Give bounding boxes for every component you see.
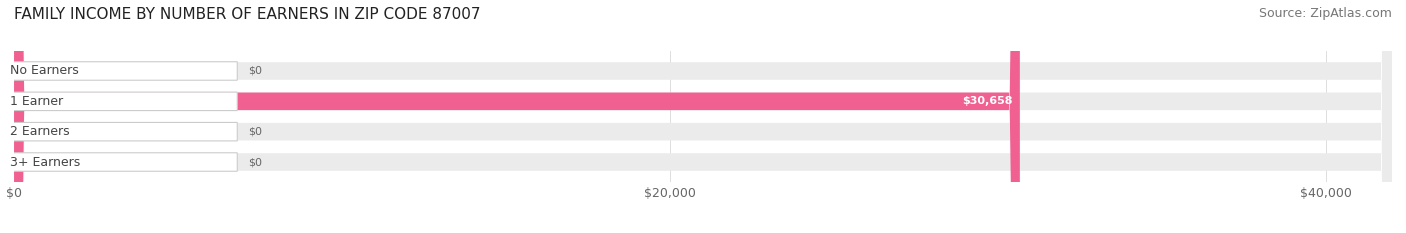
Text: Source: ZipAtlas.com: Source: ZipAtlas.com (1258, 7, 1392, 20)
FancyBboxPatch shape (10, 62, 238, 80)
FancyBboxPatch shape (14, 0, 1019, 233)
Text: FAMILY INCOME BY NUMBER OF EARNERS IN ZIP CODE 87007: FAMILY INCOME BY NUMBER OF EARNERS IN ZI… (14, 7, 481, 22)
Text: No Earners: No Earners (10, 65, 79, 78)
FancyBboxPatch shape (10, 122, 238, 141)
FancyBboxPatch shape (14, 0, 1392, 233)
Text: $0: $0 (249, 127, 263, 137)
Text: 1 Earner: 1 Earner (10, 95, 63, 108)
FancyBboxPatch shape (10, 92, 238, 111)
Text: $0: $0 (249, 66, 263, 76)
Text: $0: $0 (249, 157, 263, 167)
Text: 2 Earners: 2 Earners (10, 125, 69, 138)
Text: 3+ Earners: 3+ Earners (10, 155, 80, 168)
FancyBboxPatch shape (10, 153, 238, 171)
FancyBboxPatch shape (14, 0, 1392, 233)
FancyBboxPatch shape (14, 0, 1392, 233)
Text: $30,658: $30,658 (963, 96, 1012, 106)
FancyBboxPatch shape (14, 0, 1392, 233)
